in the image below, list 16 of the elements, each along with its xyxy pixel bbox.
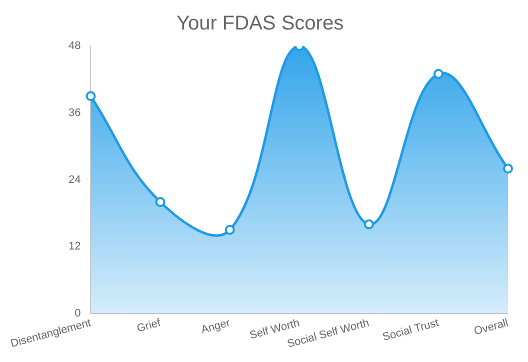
x-tick-label: Anger [200, 316, 232, 336]
chart-title: Your FDAS Scores [176, 12, 344, 35]
point [503, 164, 513, 174]
y-tick-label: 24 [68, 174, 81, 186]
point [155, 197, 166, 208]
x-tick-label: Social Trust [381, 317, 440, 344]
y-tick-label: 0 [74, 308, 81, 320]
x-tick-label: Grief [136, 316, 163, 335]
point [433, 68, 444, 79]
point [224, 224, 235, 235]
point [364, 219, 374, 230]
y-tick-label: 48 [68, 40, 81, 52]
x-tick-label: Overall [472, 317, 510, 338]
y-tick-label: 36 [68, 106, 81, 119]
y-tick-label: 12 [68, 240, 81, 253]
point [86, 91, 96, 102]
